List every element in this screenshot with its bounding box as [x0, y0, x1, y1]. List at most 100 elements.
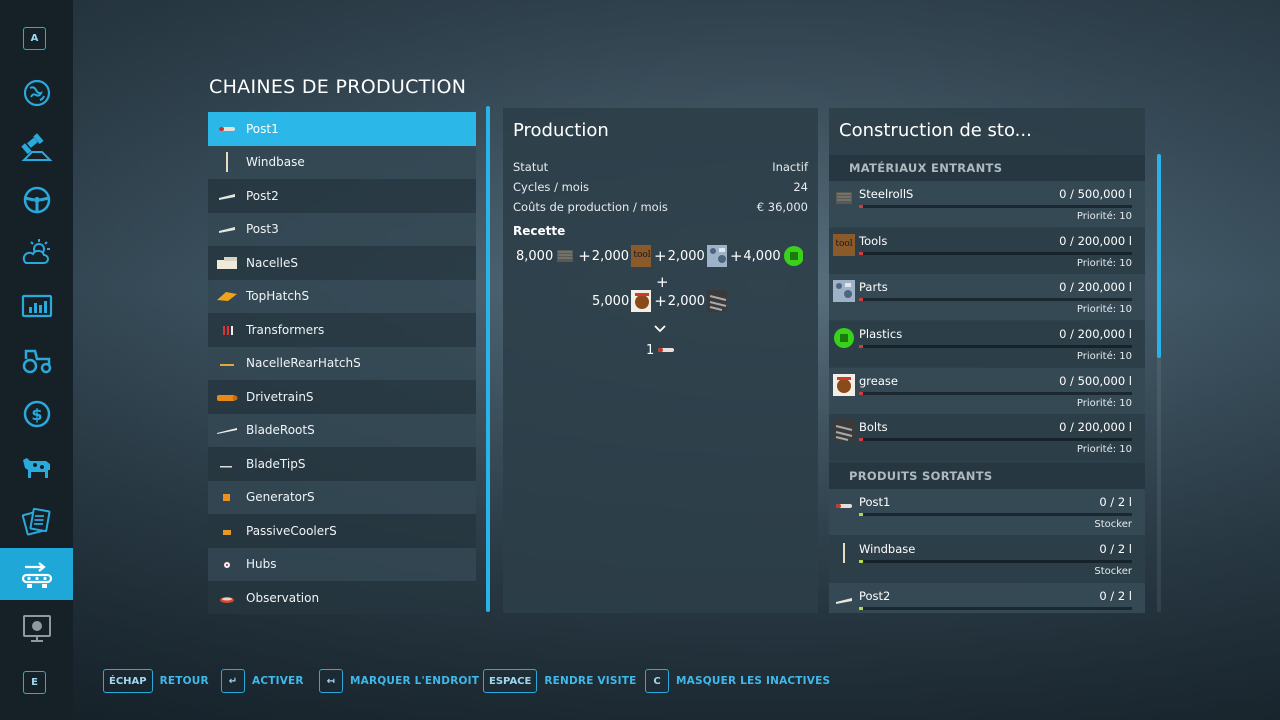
list-item[interactable]: Hubs [208, 547, 476, 581]
product-name: Post2 [859, 589, 891, 603]
product-amount: 0 / 2 l [1099, 589, 1132, 603]
list-item[interactable]: BladeTipS [208, 447, 476, 481]
weather-icon[interactable] [0, 227, 73, 279]
material-amount: 0 / 200,000 l [1059, 327, 1132, 341]
list-scrollbar-thumb[interactable] [486, 106, 490, 612]
plus-sign: + [729, 247, 743, 265]
chevron-down-icon [654, 318, 666, 337]
post-icon [216, 121, 238, 137]
stat-cycles: Cycles / mois 24 [513, 180, 808, 194]
cooler-icon [216, 523, 238, 539]
fill-bar [859, 345, 1132, 348]
input-row[interactable]: grease 0 / 500,000 l Priorité: 10 [829, 368, 1145, 414]
fill-bar-level [859, 513, 863, 516]
list-item[interactable]: PassiveCoolerS [208, 514, 476, 548]
list-item[interactable]: Post2 [208, 179, 476, 213]
production-icon[interactable] [0, 548, 73, 600]
material-amount: 0 / 500,000 l [1059, 374, 1132, 388]
input-row[interactable]: Bolts 0 / 200,000 l Priorité: 10 [829, 414, 1145, 460]
grease-icon [631, 290, 652, 312]
post-icon [656, 340, 676, 360]
plus-sign: + [578, 247, 591, 265]
storage-scrollbar[interactable] [1157, 154, 1161, 612]
contracts-icon[interactable] [0, 495, 73, 547]
storage-title: Construction de sto... [839, 120, 1032, 141]
recipe-output-amount: 1 [646, 342, 655, 358]
list-item-label: Post2 [246, 188, 279, 203]
material-priority: Priorité: 10 [1076, 211, 1132, 222]
list-item-label: Post1 [246, 121, 279, 136]
storage-scrollbar-thumb[interactable] [1157, 154, 1161, 358]
hint-activate[interactable]: ↵ ACTIVER [221, 669, 304, 693]
post-icon [216, 221, 238, 237]
stat-label: Cycles / mois [513, 180, 590, 194]
list-item[interactable]: BladeRootS [208, 413, 476, 447]
list-item[interactable]: TopHatchS [208, 279, 476, 313]
list-item[interactable]: Post1 [208, 112, 476, 146]
key-a-hint: A [23, 27, 46, 50]
key-space: ESPACE [483, 669, 538, 693]
generator-icon [216, 489, 238, 505]
globe-icon[interactable] [0, 67, 73, 119]
list-item[interactable]: GeneratorS [208, 480, 476, 514]
steering-wheel-icon[interactable] [0, 174, 73, 226]
hub-icon [216, 556, 238, 572]
plus-sign: + [654, 247, 667, 265]
fill-bar-level [859, 392, 863, 395]
inputs-header: MATÉRIAUX ENTRANTS [829, 155, 1145, 181]
product-amount: 0 / 2 l [1099, 495, 1132, 509]
parts-icon [706, 245, 727, 267]
output-row[interactable]: Post1 0 / 2 l Stocker [829, 489, 1145, 535]
list-item-label: BladeRootS [246, 423, 315, 438]
blade-icon [216, 422, 238, 438]
product-name: Post1 [859, 495, 891, 509]
fill-bar [859, 392, 1132, 395]
cow-icon[interactable] [0, 441, 73, 493]
material-name: grease [859, 374, 898, 388]
output-row[interactable]: Post2 0 / 2 l [829, 583, 1145, 613]
stats-icon[interactable] [0, 281, 73, 333]
input-row[interactable]: Plastics 0 / 200,000 l Priorité: 10 [829, 321, 1145, 367]
input-row[interactable]: Parts 0 / 200,000 l Priorité: 10 [829, 274, 1145, 320]
hatch-icon [216, 288, 238, 304]
fill-bar [859, 560, 1132, 563]
hint-hide-inactive[interactable]: C MASQUER LES INACTIVES [645, 669, 830, 693]
list-item[interactable]: NacelleS [208, 246, 476, 280]
recipe-amount: 2,000 [667, 248, 705, 264]
hint-back[interactable]: ÉCHAP RETOUR [103, 669, 209, 693]
list-item-label: BladeTipS [246, 456, 306, 471]
tutorial-icon[interactable] [0, 602, 73, 654]
hint-visit[interactable]: ESPACE RENDRE VISITE [483, 669, 636, 693]
material-priority: Priorité: 10 [1076, 398, 1132, 409]
list-item-label: NacelleS [246, 255, 298, 270]
nacelle-icon [216, 255, 238, 271]
list-item[interactable]: Observation [208, 581, 476, 614]
outputs-header: PRODUITS SORTANTS [829, 463, 1145, 489]
sidebar: A $ E [0, 0, 73, 720]
list-item[interactable]: Post3 [208, 212, 476, 246]
key-e-hint: E [23, 671, 46, 694]
stat-value: € 36,000 [756, 200, 808, 214]
steelroll-icon [555, 246, 575, 266]
material-amount: 0 / 500,000 l [1059, 187, 1132, 201]
list-item[interactable]: DrivetrainS [208, 380, 476, 414]
dollar-icon[interactable]: $ [0, 388, 73, 440]
list-item[interactable]: NacelleRearHatchS [208, 346, 476, 380]
list-item[interactable]: Windbase [208, 145, 476, 179]
svg-text:tool: tool [835, 239, 852, 249]
material-name: Plastics [859, 327, 903, 341]
tractor-icon[interactable] [0, 334, 73, 386]
output-row[interactable]: Windbase 0 / 2 l Stocker [829, 536, 1145, 582]
bolts-icon [833, 420, 855, 442]
list-item-label: TopHatchS [246, 289, 310, 304]
hint-mark-location[interactable]: ↤ MARQUER L'ENDROIT [319, 669, 479, 693]
windbase-icon [833, 542, 855, 564]
hint-label: RENDRE VISITE [544, 675, 637, 687]
input-row[interactable]: SteelrollS 0 / 500,000 l Priorité: 10 [829, 181, 1145, 227]
satellite-icon[interactable] [0, 121, 73, 173]
hint-label: MARQUER L'ENDROIT [350, 675, 480, 687]
recipe-amount: 4,000 [743, 248, 781, 264]
material-priority: Priorité: 10 [1076, 444, 1132, 455]
input-row[interactable]: tool Tools 0 / 200,000 l Priorité: 10 [829, 228, 1145, 274]
list-item[interactable]: Transformers [208, 313, 476, 347]
